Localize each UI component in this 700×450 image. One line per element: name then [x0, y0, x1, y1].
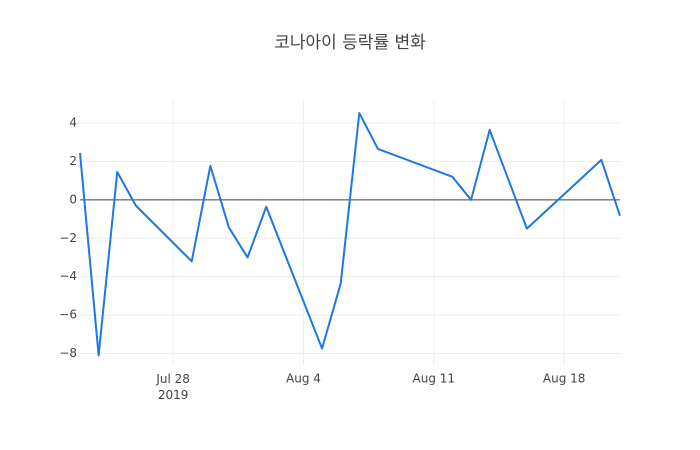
- y-tick-label: −6: [59, 308, 77, 322]
- y-tick-label: 2: [69, 154, 77, 168]
- y-tick-label: −2: [59, 231, 77, 245]
- y-tick-label: −4: [59, 269, 77, 283]
- y-tick-label: −8: [59, 346, 77, 360]
- x-tick-label: Aug 4: [286, 372, 321, 386]
- chart-title: 코나아이 등락률 변화: [274, 33, 426, 53]
- y-tick-label: 4: [69, 116, 77, 130]
- x-tick-label: Jul 28 2019: [155, 372, 190, 402]
- y-tick-label: 0: [69, 192, 77, 206]
- x-tick-label: Aug 18: [543, 372, 586, 386]
- x-tick-label: Aug 11: [413, 372, 456, 386]
- line: [79, 112, 621, 357]
